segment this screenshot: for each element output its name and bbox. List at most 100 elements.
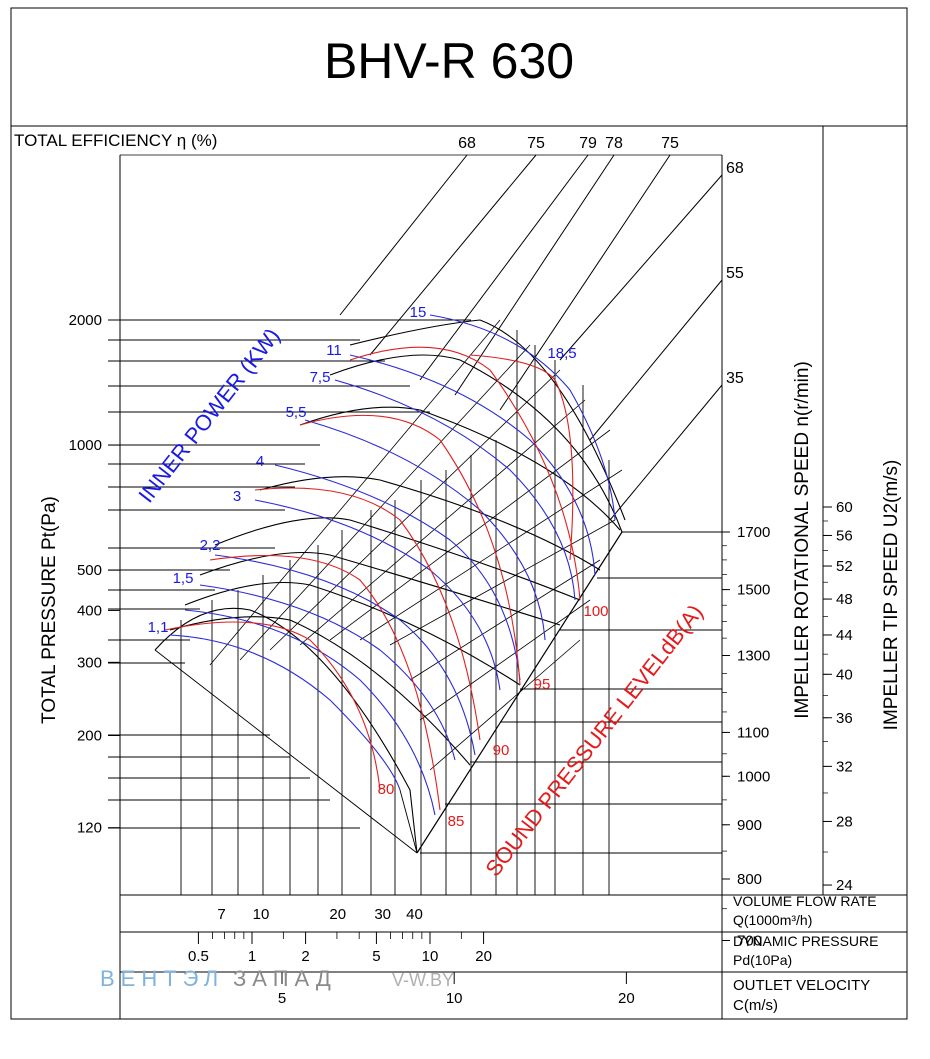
watermark-brand-right: ЗАПАД xyxy=(233,966,337,991)
speed-limit-line xyxy=(416,531,623,854)
speed-tick-label: 1100 xyxy=(737,724,769,741)
pressure-tick-label: 1000 xyxy=(69,437,102,454)
tip-speed-axis-title: IMPELLER TIP SPEED U2(m/s) xyxy=(881,460,902,731)
tip-speed-tick-label: 32 xyxy=(836,758,853,775)
y-axis-title: TOTAL PRESSURE Pt(Pa) xyxy=(39,496,60,724)
sound-curve xyxy=(469,354,574,561)
power-label: 1,5 xyxy=(173,570,194,587)
efficiency-top-label: 79 xyxy=(579,135,597,152)
sound-label: 85 xyxy=(448,813,465,830)
watermark-site: V-W.BY xyxy=(392,970,454,990)
flow-tick-label: 20 xyxy=(329,906,346,923)
fan-curve xyxy=(184,581,521,686)
sound-curve xyxy=(254,487,481,741)
fan-curve xyxy=(259,476,601,571)
pd-tick-label: 1 xyxy=(248,948,256,965)
tip-speed-tick-label: 48 xyxy=(836,591,853,608)
pressure-tick-label: 120 xyxy=(77,820,102,837)
pd-tick-label: 10 xyxy=(422,948,439,965)
power-curve xyxy=(184,609,436,816)
diagonal-grid-line xyxy=(209,319,501,666)
sound-curve xyxy=(299,414,521,686)
velocity-tick-label: 5 xyxy=(278,990,286,1007)
lower-boundary-line xyxy=(399,789,418,854)
efficiency-line xyxy=(419,154,589,381)
flow-label-2: Q(1000m³/h) xyxy=(733,912,812,928)
sound-curve xyxy=(209,554,441,811)
efficiency-line xyxy=(499,154,671,411)
performance-curves xyxy=(154,314,626,854)
diagonal-grid-line xyxy=(359,469,623,641)
speed-tick-label: 1000 xyxy=(737,768,770,785)
sound-label: 95 xyxy=(534,676,551,693)
fan-curve xyxy=(199,551,561,626)
efficiency-side-label: 68 xyxy=(726,160,744,177)
sound-label: 90 xyxy=(493,742,510,759)
pressure-tick-label: 400 xyxy=(77,602,102,619)
fan-curve xyxy=(169,616,471,766)
chart-frame xyxy=(10,7,908,1020)
speed-axis-title: IMPELLER ROTATIONAL SPEED n(r/min) xyxy=(792,361,813,719)
pd-label-1: DYNAMIC PRESSURE xyxy=(733,933,878,949)
power-label: 11 xyxy=(326,342,342,359)
pd-label-2: Pd(10Pa) xyxy=(733,952,792,968)
power-label: 7,5 xyxy=(310,369,331,386)
flow-tick-label: 7 xyxy=(217,906,225,923)
tip-speed-tick-label: 24 xyxy=(836,877,853,894)
diagonal-grid-line xyxy=(419,599,591,721)
fan-curve xyxy=(154,607,418,854)
efficiency-top-label: 68 xyxy=(458,135,476,152)
diagonal-grid-line xyxy=(269,369,561,651)
speed-tick-label: 800 xyxy=(737,871,762,888)
pd-tick-label: 5 xyxy=(372,948,380,965)
tip-speed-tick-label: 28 xyxy=(836,813,853,830)
sound-axis-title: SOUND PRESSURE LEVELdB(A) xyxy=(480,600,707,881)
pressure-tick-label: 200 xyxy=(77,728,102,745)
flow-label-1: VOLUME FLOW RATE xyxy=(733,893,877,909)
lower-boundary-line xyxy=(154,649,418,854)
tip-speed-tick-label: 44 xyxy=(836,627,853,644)
power-curve xyxy=(254,499,501,691)
tip-speed-tick-label: 56 xyxy=(836,527,853,544)
pressure-tick-label: 2000 xyxy=(69,312,102,329)
velocity-tick-label: 10 xyxy=(446,990,463,1007)
power-label: 4 xyxy=(256,453,264,470)
flow-tick-label: 30 xyxy=(374,906,391,923)
sound-curve xyxy=(164,621,381,791)
fan-curve xyxy=(214,517,581,601)
pressure-tick-label: 500 xyxy=(77,562,102,579)
fan-curve xyxy=(349,319,626,521)
sound-curve xyxy=(349,346,581,601)
efficiency-top-label: 75 xyxy=(661,135,679,152)
power-curve xyxy=(429,314,616,521)
tip-speed-tick-label: 40 xyxy=(836,666,853,683)
efficiency-side-label: 55 xyxy=(726,265,744,282)
diagonal-grid-line xyxy=(389,519,616,646)
power-curve xyxy=(349,354,596,576)
chart-title: BHV-R 630 xyxy=(324,33,574,89)
tip-speed-tick-label: 52 xyxy=(836,558,853,575)
power-curve xyxy=(334,379,576,601)
power-axis-title: INNER POWER (KW) xyxy=(133,323,284,507)
fan-curve xyxy=(299,406,621,531)
speed-tick-label: 700 xyxy=(737,932,762,949)
speed-tick-label: 1500 xyxy=(737,582,770,599)
power-curve xyxy=(214,554,476,756)
power-curve xyxy=(274,464,521,681)
efficiency-side-label: 35 xyxy=(726,370,744,387)
chart-grid xyxy=(108,154,832,984)
chart-labels: 2000 1000 500 400 300 200 120 7 10 20 30 40 0.5 1 2 5 10… xyxy=(69,135,853,1007)
efficiency-line xyxy=(369,154,537,356)
speed-tick-label: 900 xyxy=(737,817,762,834)
efficiency-line xyxy=(454,154,615,396)
power-curve xyxy=(199,584,456,761)
efficiency-line xyxy=(609,384,723,521)
pd-tick-label: 20 xyxy=(475,948,492,965)
sound-label: 100 xyxy=(583,603,608,620)
velocity-label-2: C(m/s) xyxy=(733,997,778,1014)
efficiency-line xyxy=(339,154,468,316)
tip-speed-tick-label: 36 xyxy=(836,710,853,727)
efficiency-line xyxy=(589,279,723,441)
efficiency-top-label: 75 xyxy=(527,135,545,152)
power-label: 2,2 xyxy=(200,537,221,554)
